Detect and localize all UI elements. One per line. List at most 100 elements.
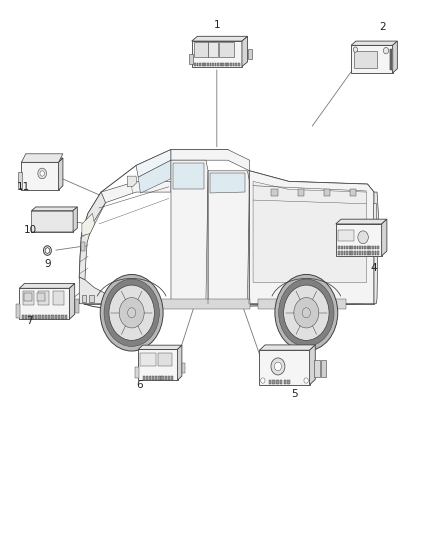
Bar xyxy=(140,352,155,367)
Circle shape xyxy=(261,378,265,383)
Circle shape xyxy=(284,285,329,341)
Polygon shape xyxy=(259,345,315,350)
Bar xyxy=(28,315,31,319)
Bar xyxy=(38,315,41,319)
Bar xyxy=(283,380,286,384)
Bar xyxy=(258,300,346,309)
Polygon shape xyxy=(138,160,171,193)
Bar xyxy=(297,189,304,196)
Text: 7: 7 xyxy=(26,316,32,326)
Circle shape xyxy=(275,362,282,370)
Bar xyxy=(19,288,70,319)
Bar xyxy=(75,299,79,313)
Bar xyxy=(346,252,348,255)
Bar xyxy=(208,43,218,56)
Polygon shape xyxy=(171,160,208,304)
Polygon shape xyxy=(21,158,63,163)
Bar xyxy=(362,246,364,249)
Bar xyxy=(354,252,356,255)
Polygon shape xyxy=(84,181,171,237)
Bar xyxy=(25,315,27,319)
Polygon shape xyxy=(70,284,75,319)
Bar xyxy=(32,211,73,232)
Bar xyxy=(357,246,358,249)
Bar xyxy=(194,62,196,66)
Bar xyxy=(225,62,227,66)
Bar xyxy=(209,62,211,66)
Bar xyxy=(233,62,234,66)
Bar xyxy=(259,350,310,385)
Bar xyxy=(220,62,222,66)
Polygon shape xyxy=(73,207,78,232)
Circle shape xyxy=(100,274,163,351)
Polygon shape xyxy=(79,150,376,309)
Bar xyxy=(61,315,64,319)
Bar xyxy=(35,315,37,319)
Polygon shape xyxy=(82,213,95,236)
Bar xyxy=(199,62,201,66)
Bar xyxy=(268,380,271,384)
Bar xyxy=(336,224,381,256)
Circle shape xyxy=(43,246,51,255)
Circle shape xyxy=(383,47,389,54)
Bar xyxy=(219,43,234,56)
Bar xyxy=(82,295,86,302)
Bar xyxy=(51,315,54,319)
Bar xyxy=(349,252,350,255)
Bar xyxy=(165,376,167,380)
Bar xyxy=(55,315,57,319)
Bar xyxy=(324,189,330,196)
Bar xyxy=(272,189,278,196)
Bar xyxy=(374,252,376,255)
Bar xyxy=(367,252,369,255)
Bar xyxy=(21,163,59,190)
Bar xyxy=(197,62,198,66)
Bar xyxy=(205,62,206,66)
Bar xyxy=(354,51,377,68)
Bar xyxy=(123,300,250,309)
Bar xyxy=(230,62,232,66)
Bar xyxy=(16,304,20,318)
Bar xyxy=(372,252,374,255)
Text: 6: 6 xyxy=(136,379,143,390)
Bar xyxy=(58,315,60,319)
Polygon shape xyxy=(177,345,182,380)
Bar xyxy=(351,252,353,255)
Bar xyxy=(155,376,157,380)
Bar xyxy=(24,293,32,301)
Polygon shape xyxy=(19,284,75,288)
Polygon shape xyxy=(136,150,171,177)
Bar xyxy=(276,380,279,384)
Bar xyxy=(367,246,369,249)
Polygon shape xyxy=(208,171,250,304)
Polygon shape xyxy=(242,36,247,67)
Bar xyxy=(212,62,214,66)
Bar xyxy=(247,49,252,59)
Circle shape xyxy=(302,308,311,318)
Text: 10: 10 xyxy=(24,225,37,236)
Bar xyxy=(227,62,229,66)
Bar xyxy=(359,246,361,249)
Bar xyxy=(217,62,219,66)
Bar xyxy=(171,376,173,380)
Bar xyxy=(194,43,208,56)
Bar xyxy=(138,350,177,380)
Bar xyxy=(152,376,154,380)
Bar xyxy=(280,380,283,384)
Circle shape xyxy=(358,231,368,244)
Text: 4: 4 xyxy=(371,263,377,272)
Polygon shape xyxy=(192,36,247,41)
Circle shape xyxy=(271,358,285,375)
Bar xyxy=(374,246,376,249)
Bar xyxy=(81,242,85,251)
Bar xyxy=(350,189,356,196)
Bar xyxy=(146,376,148,380)
Bar xyxy=(321,360,326,377)
Text: 1: 1 xyxy=(213,20,220,30)
Bar xyxy=(135,367,139,377)
Bar xyxy=(369,246,371,249)
Bar xyxy=(149,376,151,380)
Bar xyxy=(23,291,34,305)
Bar xyxy=(215,62,216,66)
Bar xyxy=(168,376,170,380)
